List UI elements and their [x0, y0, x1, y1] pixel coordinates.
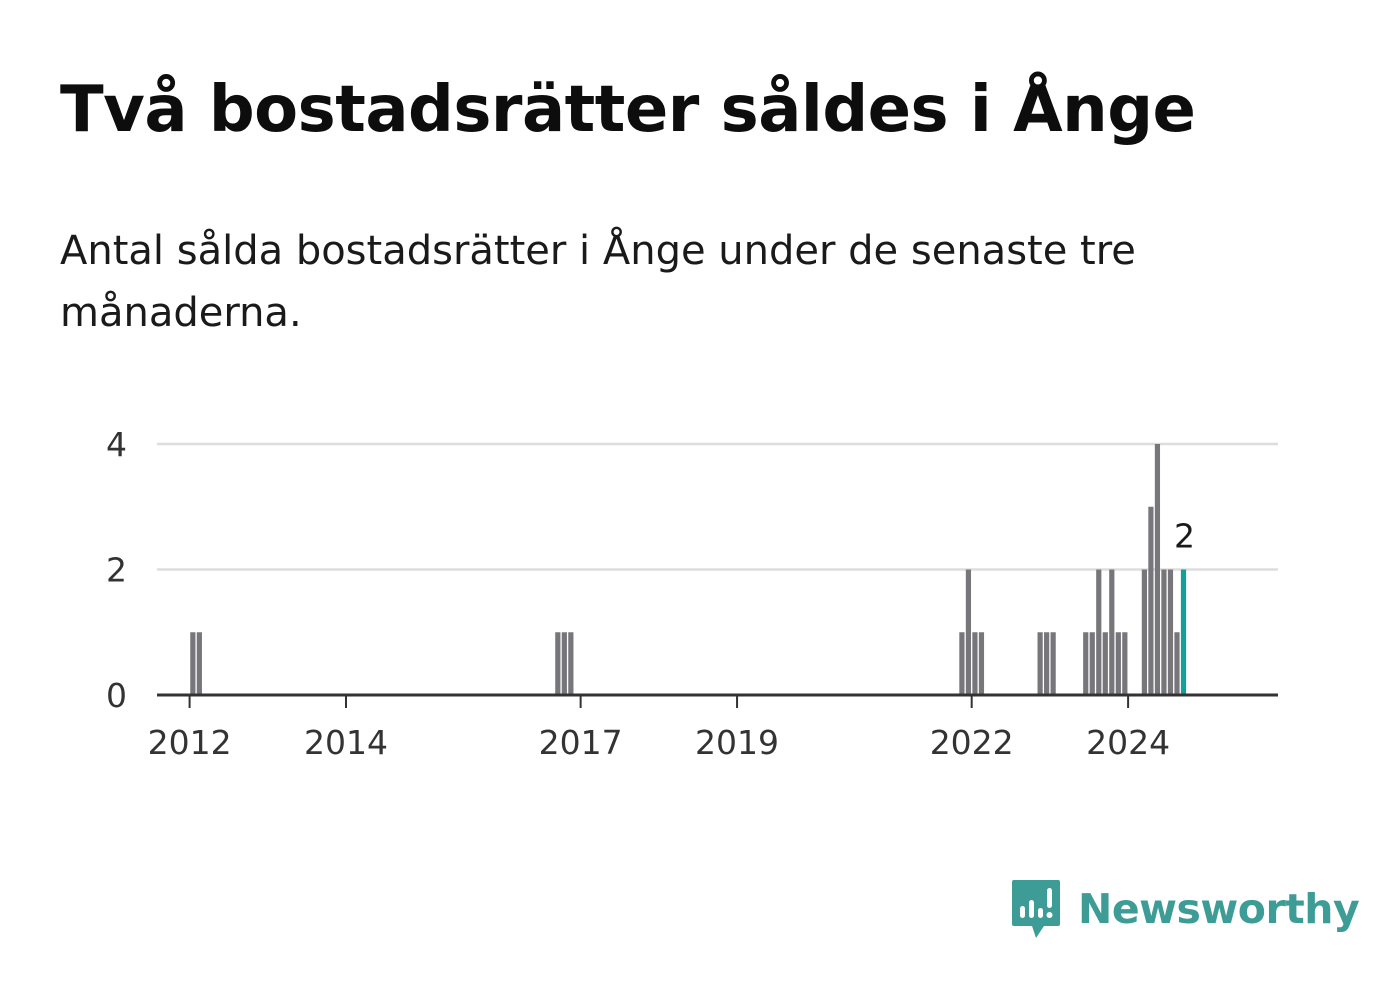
- bar-2016-09: [555, 632, 561, 695]
- bar-2012-01: [190, 632, 196, 695]
- y-tick-label-0: 0: [106, 676, 127, 715]
- bar-2023-09: [1102, 632, 1108, 695]
- brand-name: Newsworthy: [1078, 885, 1360, 933]
- x-tick-label-2014: 2014: [304, 723, 388, 762]
- x-tick-label-2024: 2024: [1086, 723, 1170, 762]
- bar-2023-08: [1096, 569, 1102, 695]
- bar-2016-10: [561, 632, 567, 695]
- bar-2024-08: [1174, 632, 1180, 695]
- gridlines: [157, 442, 1278, 571]
- highlighted-bar: [1180, 569, 1187, 695]
- x-axis: [157, 693, 1278, 708]
- bar-2024-07: [1167, 569, 1174, 695]
- newsworthy-logo-icon: [1012, 880, 1060, 938]
- bar-2023-12: [1122, 632, 1128, 695]
- highlight-value-label: 2: [1174, 517, 1195, 556]
- bars: [190, 444, 1187, 695]
- bar-2016-11: [568, 632, 574, 695]
- x-tick-label-2022: 2022: [930, 723, 1014, 762]
- bar-2021-11: [959, 632, 965, 695]
- bar-2022-12: [1044, 632, 1050, 695]
- bar-2023-06: [1083, 632, 1089, 695]
- bar-2022-01: [972, 632, 978, 695]
- x-tick-label-2019: 2019: [695, 723, 779, 762]
- x-tick-label-2017: 2017: [539, 723, 623, 762]
- bar-2021-12: [965, 569, 972, 695]
- chart-subtitle: Antal sålda bostadsrätter i Ånge under d…: [60, 228, 1136, 336]
- x-tick-label-2012: 2012: [148, 723, 232, 762]
- bar-2022-02: [978, 632, 985, 695]
- bar-2024-06: [1161, 569, 1167, 695]
- bar-2023-11: [1115, 632, 1121, 695]
- bar-2022-11: [1037, 632, 1043, 695]
- bar-2023-01: [1050, 632, 1056, 695]
- bar-2012-02: [196, 632, 202, 695]
- bar-2023-07: [1089, 632, 1095, 695]
- bar-2024-04: [1148, 506, 1154, 695]
- bar-2024-05: [1154, 444, 1161, 695]
- labels: 0 2 4 2 2012 2014 2017 2019 2022 2024: [106, 425, 1195, 762]
- bar-2024-03: [1141, 569, 1147, 695]
- bar-2023-10: [1109, 569, 1115, 695]
- chart-title: Två bostadsrätter såldes i Ånge: [60, 73, 1196, 147]
- newsworthy-logo: Newsworthy: [1010, 878, 1360, 940]
- y-tick-label-4: 4: [106, 425, 127, 464]
- y-tick-label-2: 2: [106, 551, 127, 590]
